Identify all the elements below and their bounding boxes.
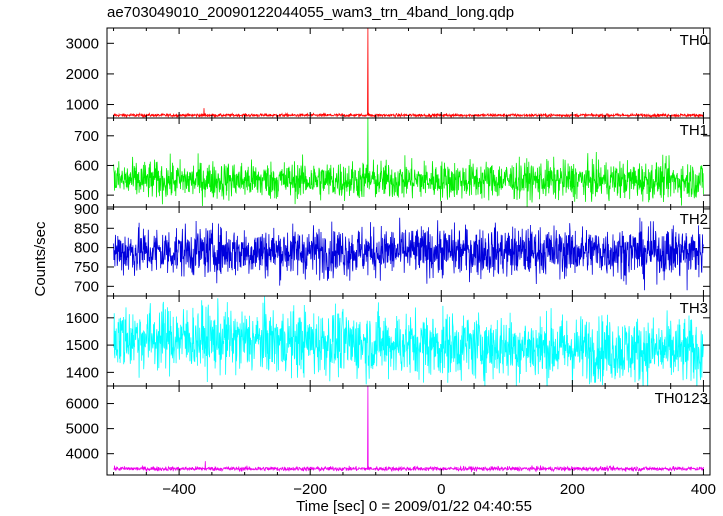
panel-th2: 700 750 800 850 900 TH2: [74, 201, 711, 297]
y-tick-label: 1000: [66, 97, 99, 114]
y-tick-label: 4000: [66, 446, 99, 463]
x-tick-label: 200: [560, 481, 585, 498]
y-tick-label: 900: [74, 201, 99, 218]
y-tick-label: 3000: [66, 35, 99, 52]
panel-label: TH1: [680, 122, 708, 139]
panel-label: TH2: [680, 211, 708, 228]
y-axis-title: Counts/sec: [32, 221, 49, 297]
series-line-th1: [113, 118, 704, 207]
panel-label: TH0: [680, 32, 708, 49]
series-line-th0: [113, 28, 704, 118]
x-axis-title: Time [sec] 0 = 2009/01/22 04:40:55: [296, 498, 532, 515]
x-tick-label: −200: [293, 481, 327, 498]
y-tick-label: 2000: [66, 66, 99, 83]
panel-th3: 1400 1500 1600 TH3: [66, 295, 711, 387]
y-tick-label: 5000: [66, 421, 99, 438]
panel-label: TH0123: [655, 390, 708, 407]
y-tick-label: 800: [74, 240, 99, 257]
series-line-th2: [113, 217, 704, 291]
panel-th0123: 4000 5000 6000 TH0123: [66, 385, 711, 476]
y-tick-label: 500: [74, 187, 99, 204]
panel-frame: [106, 385, 711, 476]
panel-th0: 1000 2000 3000 TH0: [66, 27, 711, 119]
chart-title: ae703049010_20090122044055_wam3_trn_4ban…: [107, 4, 515, 21]
y-tick-label: 700: [74, 278, 99, 295]
x-tick-label: −400: [162, 481, 196, 498]
y-tick-label: 600: [74, 157, 99, 174]
panel-frame: [106, 27, 711, 119]
panel-th1: 500 600 700 TH1: [74, 117, 711, 208]
series-line-th3: [113, 296, 704, 386]
x-tick-label: 400: [691, 481, 716, 498]
y-tick-label: 750: [74, 259, 99, 276]
y-tick-label: 1500: [66, 337, 99, 354]
panel-label: TH3: [680, 300, 708, 317]
y-tick-label: 700: [74, 128, 99, 145]
y-tick-label: 1400: [66, 364, 99, 381]
y-tick-label: 850: [74, 220, 99, 237]
series-line-th0123: [113, 386, 704, 473]
x-tick-label: 0: [437, 481, 445, 498]
y-tick-label: 1600: [66, 310, 99, 327]
y-tick-label: 6000: [66, 396, 99, 413]
